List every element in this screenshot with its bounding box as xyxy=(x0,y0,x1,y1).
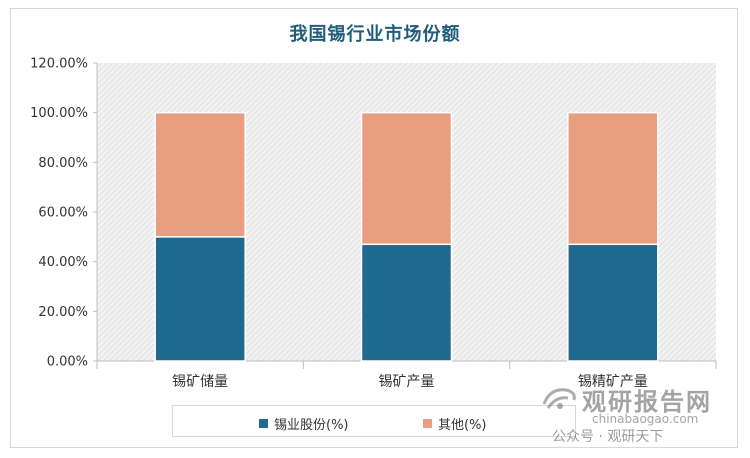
legend: 锡业股份(%) 其他(%) xyxy=(172,405,576,437)
y-tick-label: 0.00% xyxy=(47,355,88,370)
y-tick-label: 40.00% xyxy=(38,255,88,270)
legend-label: 其他(%) xyxy=(438,418,487,433)
bar-series-2 xyxy=(567,111,659,246)
y-tick-label: 100.00% xyxy=(30,106,88,121)
x-tick-label: 锡精矿产量 xyxy=(578,374,648,390)
legend-item-series-1: 锡业股份(%) xyxy=(259,414,349,433)
bar-series-1 xyxy=(567,243,659,362)
y-tick-label: 80.00% xyxy=(38,156,88,171)
x-tick-label: 锡矿储量 xyxy=(172,374,228,390)
bar-series-1 xyxy=(360,243,453,362)
bar-series-2 xyxy=(154,111,246,238)
x-tick-label: 锡矿产量 xyxy=(379,374,435,390)
y-tick-label: 120.00% xyxy=(30,57,88,72)
bar-series-1 xyxy=(154,236,246,362)
y-tick-label: 60.00% xyxy=(38,206,88,221)
legend-item-series-2: 其他(%) xyxy=(423,414,487,433)
legend-swatch xyxy=(423,419,432,428)
bar-series-2 xyxy=(360,111,453,246)
legend-swatch xyxy=(259,419,268,428)
chart-title: 我国锡行业市场份额 xyxy=(289,24,461,45)
y-tick-label: 20.00% xyxy=(38,305,88,320)
legend-label: 锡业股份(%) xyxy=(274,418,349,433)
